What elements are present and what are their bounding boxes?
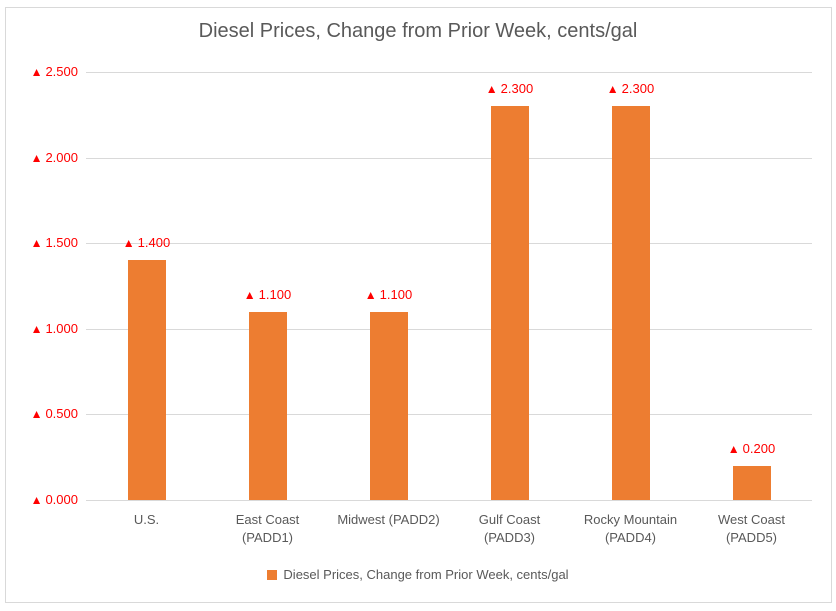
y-axis-tick-label: ▲ 1.500 [30,235,78,250]
x-axis-category-label: Midwest (PADD2) [337,512,440,527]
data-label: ▲ 2.300 [485,81,534,97]
data-label: ▲ 0.200 [727,440,776,456]
gridline [86,329,812,330]
bar-rocky-mountain-padd4 [612,106,650,500]
bar-west-coast-padd5 [733,466,771,500]
up-triangle-icon: ▲ [30,322,43,336]
gridline [86,72,812,73]
chart-title: Diesel Prices, Change from Prior Week, c… [198,20,638,42]
legend: Diesel Prices, Change from Prior Week, c… [0,567,836,583]
x-axis-category-label: U.S. [133,512,160,527]
up-triangle-icon: ▲ [30,151,43,165]
up-triangle-icon: ▲ [364,287,377,302]
gridline [86,243,812,244]
up-triangle-icon: ▲ [485,82,498,97]
up-triangle-icon: ▲ [243,287,256,302]
up-triangle-icon: ▲ [727,441,740,456]
up-triangle-icon: ▲ [30,407,43,421]
data-label: ▲ 1.100 [364,286,413,302]
y-axis-tick-label: ▲ 2.000 [30,150,78,165]
bar-gulf-coast-padd3 [491,106,529,500]
y-axis-tick-label: ▲ 2.500 [30,64,78,79]
x-axis-category-label: West Coast (PADD5) [718,512,785,545]
up-triangle-icon: ▲ [30,493,43,507]
legend-series-label: Diesel Prices, Change from Prior Week, c… [283,567,569,582]
up-triangle-icon: ▲ [30,65,43,79]
up-triangle-icon: ▲ [30,236,43,250]
y-axis-tick-label: ▲ 0.000 [30,492,78,507]
x-axis-category-label: Rocky Mountain (PADD4) [583,512,678,545]
y-axis-tick-label: ▲ 1.000 [30,321,78,336]
data-label: ▲ 1.100 [243,286,292,302]
data-label: ▲ 2.300 [606,81,655,97]
up-triangle-icon: ▲ [606,82,619,97]
y-axis-tick-label: ▲ 0.500 [30,406,78,421]
x-axis-line [86,500,812,501]
up-triangle-icon: ▲ [122,236,135,251]
gridline [86,158,812,159]
gridline [86,414,812,415]
data-label: ▲ 1.400 [122,235,171,251]
bar-u-s [128,260,166,500]
x-axis-category-label: East Coast (PADD1) [235,512,300,545]
plot-area [86,72,812,501]
bar-midwest-padd2 [370,312,408,500]
bar-east-coast-padd1 [249,312,287,500]
legend-series-marker-square [267,570,278,580]
x-axis-category-label: Gulf Coast (PADD3) [478,512,541,545]
